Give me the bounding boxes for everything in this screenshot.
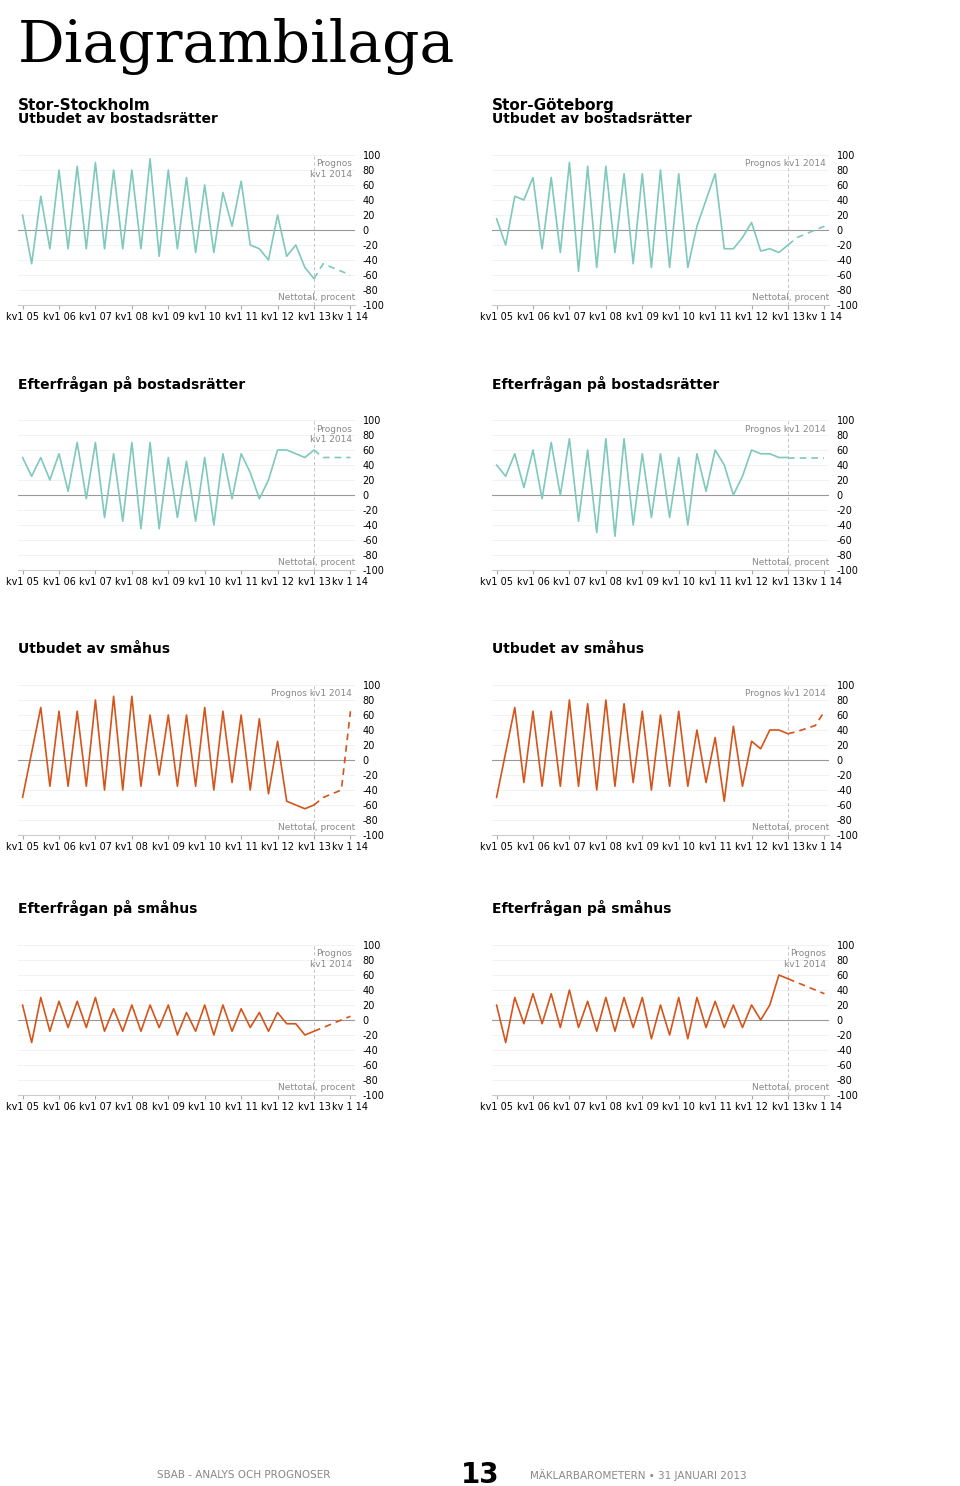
Text: Utbudet av bostadsrätter: Utbudet av bostadsrätter — [492, 111, 692, 126]
Text: Nettotal, procent: Nettotal, procent — [752, 1083, 829, 1092]
Text: Utbudet av bostadsrätter: Utbudet av bostadsrätter — [18, 111, 218, 126]
Text: Efterfrågan på bostadsrätter: Efterfrågan på bostadsrätter — [18, 376, 245, 392]
Text: 13: 13 — [461, 1461, 499, 1486]
Text: Stor-Stockholm: Stor-Stockholm — [18, 98, 151, 113]
Text: SBAB - ANALYS OCH PROGNOSER: SBAB - ANALYS OCH PROGNOSER — [156, 1470, 330, 1480]
Text: Nettotal, procent: Nettotal, procent — [277, 293, 355, 302]
Text: Utbudet av småhus: Utbudet av småhus — [18, 642, 170, 655]
Text: Prognos
kv1 2014: Prognos kv1 2014 — [783, 950, 826, 969]
Text: Prognos kv1 2014: Prognos kv1 2014 — [271, 690, 351, 698]
Text: Prognos
kv1 2014: Prognos kv1 2014 — [310, 950, 351, 969]
Text: Prognos
kv1 2014: Prognos kv1 2014 — [310, 425, 351, 444]
Text: Prognos
kv1 2014: Prognos kv1 2014 — [310, 159, 351, 178]
Text: Nettotal, procent: Nettotal, procent — [752, 293, 829, 302]
Text: Stor-Göteborg: Stor-Göteborg — [492, 98, 614, 113]
Text: Prognos kv1 2014: Prognos kv1 2014 — [745, 690, 826, 698]
Text: Nettotal, procent: Nettotal, procent — [752, 559, 829, 568]
Text: Nettotal, procent: Nettotal, procent — [277, 559, 355, 568]
Text: Diagrambilaga: Diagrambilaga — [18, 18, 455, 74]
Text: Efterfrågan på bostadsrätter: Efterfrågan på bostadsrätter — [492, 376, 719, 392]
Text: MÄKLARBAROMETERN • 31 JANUARI 2013: MÄKLARBAROMETERN • 31 JANUARI 2013 — [530, 1470, 747, 1482]
Text: Nettotal, procent: Nettotal, procent — [277, 1083, 355, 1092]
Text: Utbudet av småhus: Utbudet av småhus — [492, 642, 644, 655]
Text: Nettotal, procent: Nettotal, procent — [752, 823, 829, 832]
Text: Efterfrågan på småhus: Efterfrågan på småhus — [492, 901, 671, 915]
Text: Nettotal, procent: Nettotal, procent — [277, 823, 355, 832]
Text: Efterfrågan på småhus: Efterfrågan på småhus — [18, 901, 198, 915]
Text: Prognos kv1 2014: Prognos kv1 2014 — [745, 425, 826, 434]
Text: Prognos kv1 2014: Prognos kv1 2014 — [745, 159, 826, 168]
